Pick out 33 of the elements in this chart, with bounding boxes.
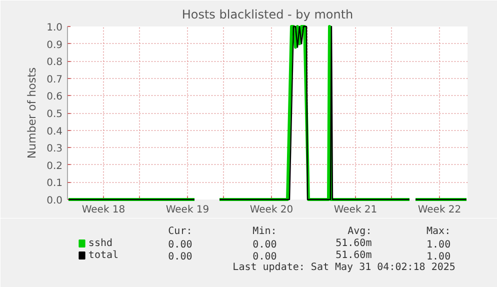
text: Cur:	[168, 226, 192, 237]
x-tick-label: Week 21	[334, 204, 378, 216]
text: 0.00	[168, 252, 192, 262]
y-tick-label: 0.3	[46, 144, 63, 155]
y-tick-label: 0.7	[46, 74, 63, 86]
text: 51.60m	[336, 238, 372, 249]
text: Avg:	[348, 226, 372, 237]
y-tick-label: 0.8	[46, 57, 63, 68]
text: 1.00	[426, 240, 451, 250]
text: Max:	[426, 226, 451, 237]
text: 0.00	[252, 240, 277, 250]
y-tick-label: 0.2	[46, 160, 63, 172]
x-tick-label: Week 19	[166, 204, 210, 216]
legend-label: total	[88, 250, 119, 261]
x-tick-label: Week 18	[82, 204, 126, 216]
text: Min:	[252, 226, 277, 237]
chart-title: Hosts blacklisted - by month	[182, 8, 354, 22]
legend-label: sshd	[88, 238, 113, 249]
text: Last update: Sat May 31 04:02:18 2025	[232, 262, 456, 273]
text: 0.00	[252, 252, 277, 262]
x-tick-label: Week 20	[250, 204, 294, 216]
y-tick-label: 0.4	[46, 126, 63, 138]
x-tick-label: Week 22	[418, 204, 462, 216]
y-tick-label: 0.0	[46, 196, 63, 206]
text: 51.60m	[336, 250, 372, 261]
y-axis-title: Number of hosts	[26, 67, 39, 159]
y-tick-label: 0.9	[46, 40, 63, 51]
y-tick-label: 0.1	[46, 178, 63, 190]
y-tick-label: 0.5	[46, 109, 63, 120]
y-tick-label: 0.6	[46, 92, 63, 103]
y-tick-label: 1.0	[46, 22, 63, 34]
text: 0.00	[168, 240, 192, 250]
text: 1.00	[426, 252, 451, 262]
